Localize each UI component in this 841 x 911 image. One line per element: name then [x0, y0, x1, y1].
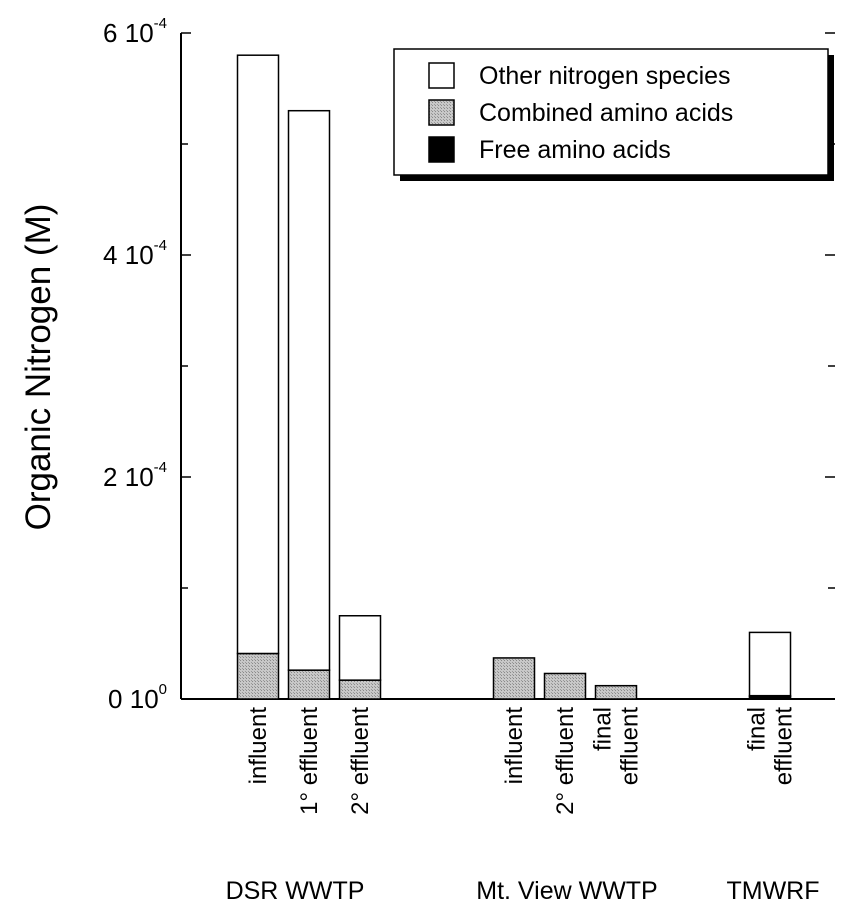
category-label: effluent	[771, 707, 798, 786]
group-label: Mt. View WWTP	[476, 877, 657, 905]
combined-amino-acids-segment	[287, 669, 331, 700]
category-label: 1° effluent	[296, 707, 323, 815]
legend-label-other: Other nitrogen species	[479, 62, 731, 90]
combined-amino-acids-segment	[543, 672, 587, 700]
other-nitrogen-segment	[287, 109, 331, 671]
category-label: 2° effluent	[552, 707, 579, 815]
other-nitrogen-segment	[748, 631, 792, 697]
combined-amino-acids-segment	[492, 657, 536, 700]
legend-label-combined: Combined amino acids	[479, 99, 733, 127]
group-label: DSR WWTP	[226, 877, 365, 905]
legend-swatch-other	[428, 62, 455, 89]
other-nitrogen-segment	[338, 615, 382, 681]
other-nitrogen-segment	[236, 54, 280, 655]
y-tick-label: 6 10-4	[103, 15, 167, 48]
legend-label-free: Free amino acids	[479, 136, 671, 164]
legend-swatch-free	[428, 136, 455, 163]
category-label: effluent	[617, 707, 644, 786]
group-label: TMWRF	[726, 877, 819, 905]
y-tick-label: 4 10-4	[103, 237, 167, 270]
y-tick-label: 2 10-4	[103, 459, 167, 492]
combined-amino-acids-segment	[594, 684, 638, 700]
category-label: final	[744, 707, 771, 751]
legend-box	[393, 48, 829, 176]
combined-amino-acids-segment	[338, 679, 382, 700]
legend-swatch-combined	[428, 99, 455, 126]
y-tick-label: 0 100	[108, 681, 167, 714]
combined-amino-acids-segment	[236, 652, 280, 700]
category-label: 2° effluent	[347, 707, 374, 815]
y-axis-title: Organic Nitrogen (M)	[19, 204, 58, 531]
legend: Other nitrogen species Combined amino aci…	[393, 48, 834, 181]
bar-series	[236, 54, 792, 700]
category-label: final	[590, 707, 617, 751]
category-label: influent	[245, 707, 272, 785]
x-category-labels: influent 1° effluent 2° effluent DSR WWTP in…	[226, 707, 820, 905]
category-label: influent	[501, 707, 528, 785]
y-tick-labels: 0 100 2 10-4 4 10-4 6 10-4	[103, 15, 167, 714]
